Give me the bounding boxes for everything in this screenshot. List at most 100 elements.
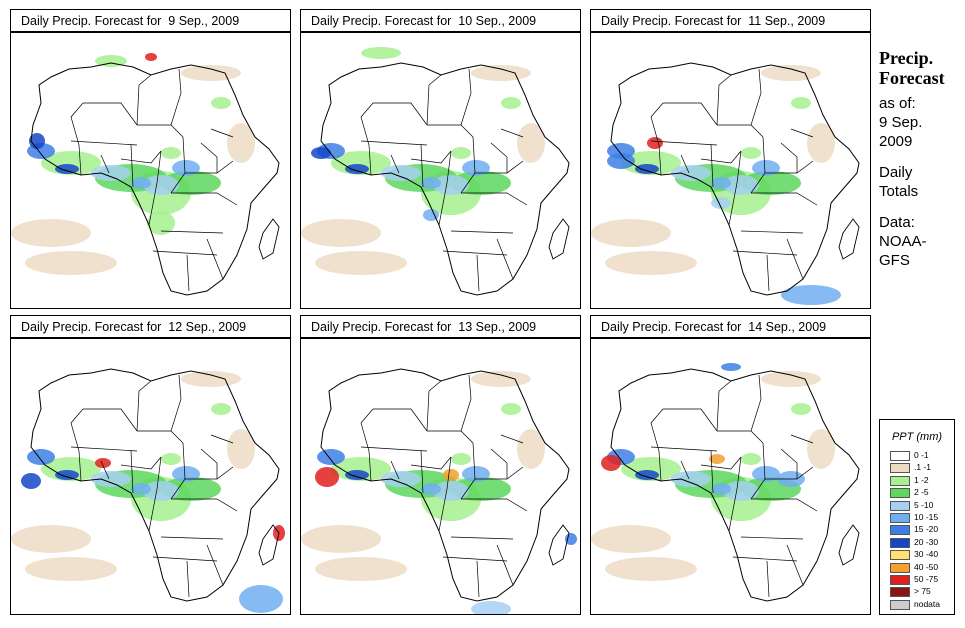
- asof-label: as of:: [879, 95, 916, 112]
- precip-patch: [647, 137, 663, 149]
- precip-patch: [91, 471, 131, 487]
- country-border: [716, 74, 732, 126]
- country-border: [210, 128, 234, 138]
- precip-field: [11, 53, 255, 275]
- country-border: [750, 68, 762, 126]
- totals-line-2: Totals: [879, 183, 919, 200]
- legend-label: 1 -2: [914, 474, 929, 485]
- country-border: [130, 144, 134, 188]
- country-border: [766, 254, 770, 292]
- precip-patch: [471, 601, 511, 614]
- precip-patch: [315, 251, 407, 275]
- country-border: [120, 456, 162, 470]
- country-border: [740, 536, 804, 540]
- country-border: [650, 408, 664, 482]
- totals-line-1: Daily: [879, 164, 913, 181]
- asof-year: 2009: [879, 133, 913, 150]
- madagascar-outline: [258, 218, 280, 260]
- country-border: [717, 430, 764, 444]
- legend-swatch: [890, 451, 910, 461]
- precip-patch: [131, 483, 151, 495]
- panel-title: Daily Precip. Forecast for 10 Sep., 2009: [300, 9, 581, 32]
- country-border: [740, 230, 804, 234]
- precip-patch: [741, 147, 761, 159]
- country-border: [680, 460, 690, 480]
- country-border: [751, 192, 818, 206]
- legend-swatch: [890, 587, 910, 598]
- precip-patch: [711, 177, 731, 189]
- legend-label: 15 -20: [914, 524, 939, 535]
- precip-patch: [721, 363, 741, 371]
- country-border: [750, 374, 762, 432]
- country-border: [83, 102, 138, 126]
- country-border: [390, 460, 400, 480]
- country-border: [200, 142, 218, 173]
- country-border: [663, 102, 718, 126]
- country-border: [700, 150, 742, 164]
- country-border: [360, 102, 374, 176]
- precip-field: [301, 371, 577, 614]
- country-border: [460, 374, 472, 432]
- precip-patch: [517, 123, 545, 163]
- precip-patch: [501, 97, 521, 109]
- country-border: [373, 102, 428, 126]
- country-border: [476, 560, 480, 598]
- country-border: [360, 408, 374, 482]
- country-border: [490, 448, 508, 479]
- country-border: [426, 74, 442, 126]
- forecast-panel-4: Daily Precip. Forecast for 12 Sep., 2009: [10, 315, 291, 615]
- coastline: [320, 62, 570, 296]
- precip-patch: [471, 65, 531, 81]
- country-border: [438, 456, 452, 532]
- country-border: [148, 456, 162, 532]
- country-border: [152, 556, 218, 562]
- country-border: [710, 144, 714, 188]
- precip-patch: [741, 453, 761, 465]
- forecast-panel-2: Daily Precip. Forecast for 10 Sep., 2009: [300, 9, 581, 309]
- precip-patch: [301, 219, 381, 247]
- precip-patch: [462, 466, 490, 482]
- country-border: [137, 124, 184, 138]
- precip-patch: [443, 469, 459, 481]
- precip-patch: [671, 471, 711, 487]
- precip-patch: [635, 164, 659, 174]
- precip-patch: [517, 429, 545, 469]
- precip-patch: [315, 557, 407, 581]
- heading-line-1: Precip.: [879, 48, 934, 68]
- legend-swatch: [890, 562, 910, 573]
- legend-swatch: [890, 475, 910, 486]
- precip-field: [591, 363, 835, 581]
- country-border: [786, 544, 804, 586]
- country-border: [716, 380, 732, 432]
- country-border: [500, 434, 524, 444]
- country-border: [427, 430, 474, 444]
- country-border: [442, 250, 508, 256]
- precip-patch: [451, 453, 471, 465]
- country-border: [390, 154, 400, 174]
- country-border: [790, 434, 814, 444]
- country-border: [137, 430, 184, 444]
- precip-patch: [421, 483, 441, 495]
- precip-patch: [421, 177, 441, 189]
- coastline: [610, 368, 860, 602]
- country-border: [476, 254, 480, 292]
- precip-patch: [451, 147, 471, 159]
- precip-patch: [21, 473, 41, 489]
- panel-title: Daily Precip. Forecast for 12 Sep., 2009: [10, 315, 291, 338]
- country-border: [460, 68, 472, 126]
- legend-label: 40 -50: [914, 561, 939, 572]
- precip-patch: [723, 175, 759, 195]
- country-border: [461, 498, 528, 512]
- country-border: [786, 238, 804, 280]
- precip-patch: [317, 449, 345, 465]
- country-border: [186, 254, 190, 292]
- country-border: [426, 380, 442, 432]
- panel-title: Daily Precip. Forecast for 14 Sep., 2009: [590, 315, 871, 338]
- precip-patch: [711, 197, 731, 209]
- madagascar-outline: [548, 218, 570, 260]
- country-border: [450, 536, 514, 540]
- country-border: [70, 140, 138, 146]
- precip-patch: [635, 470, 659, 480]
- country-border: [751, 498, 818, 512]
- country-border: [710, 450, 714, 494]
